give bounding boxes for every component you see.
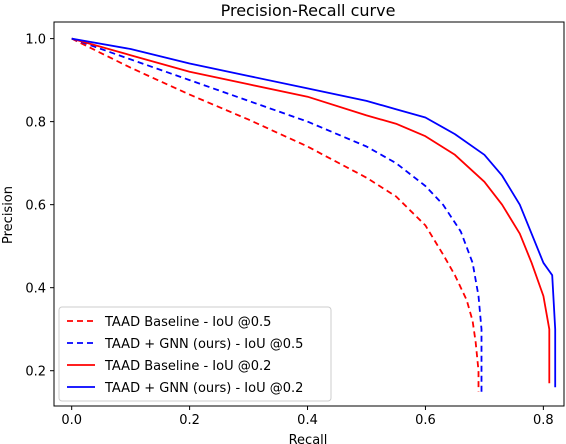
- x-tick-label: 0.8: [533, 413, 554, 428]
- x-tick-label: 0.4: [297, 413, 318, 428]
- legend-box: [58, 306, 332, 402]
- x-tick-label: 0.2: [179, 413, 200, 428]
- series-line-2: [71, 37, 483, 396]
- series-line-4: [71, 37, 557, 388]
- x-axis-ticks: 0.0 0.2 0.4 0.6 0.8: [61, 406, 554, 428]
- y-tick-label: 0.6: [25, 199, 46, 214]
- y-tick-label: 0.4: [25, 282, 46, 297]
- x-axis-label: Recall: [289, 433, 328, 444]
- series-line-3: [71, 37, 551, 384]
- legend-entry: TAAD Baseline - IoU @0.2: [104, 359, 271, 374]
- legend-entry: TAAD + GNN (ours) - IoU @0.5: [104, 337, 303, 352]
- y-tick-label: 1.0: [25, 33, 46, 48]
- y-tick-label: 0.2: [25, 365, 46, 380]
- chart-title: Precision-Recall curve: [221, 1, 396, 20]
- x-tick-label: 0.6: [415, 413, 436, 428]
- y-tick-label: 0.8: [25, 116, 46, 131]
- plot-frame: [53, 21, 565, 407]
- legend: TAAD Baseline - IoU @0.5 TAAD + GNN (ours…: [58, 306, 332, 402]
- legend-entry: TAAD Baseline - IoU @0.5: [104, 315, 271, 330]
- plot-lines: [71, 37, 557, 396]
- x-tick-label: 0.0: [61, 413, 82, 428]
- series-line-1: [71, 37, 480, 392]
- y-axis-label: Precision: [1, 186, 16, 244]
- y-axis-ticks: 0.2 0.4 0.6 0.8 1.0: [25, 33, 54, 380]
- legend-entry: TAAD + GNN (ours) - IoU @0.2: [104, 381, 303, 396]
